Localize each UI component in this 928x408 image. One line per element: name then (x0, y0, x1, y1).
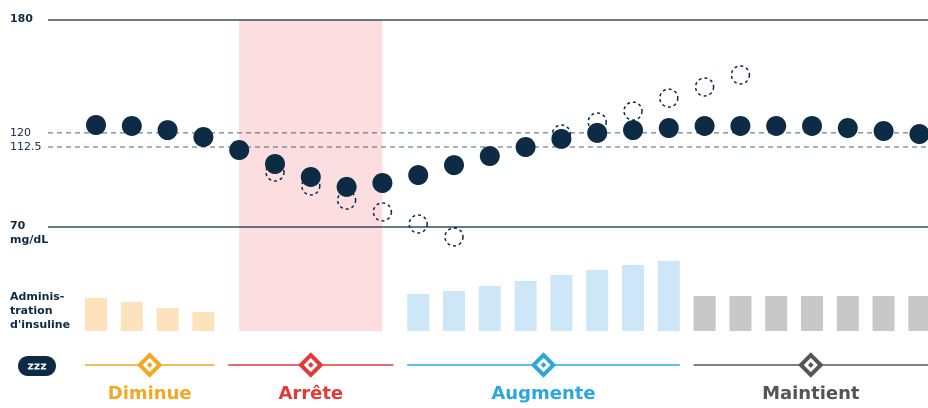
y-tick-label: 120 (10, 126, 31, 139)
predicted-point (730, 65, 751, 85)
insulin-bar (801, 296, 823, 331)
phase-label: Augmente (491, 383, 595, 404)
insulin-bar (514, 281, 537, 331)
glucose-point (157, 120, 178, 141)
insulin-bar (657, 261, 680, 331)
predicted-point (408, 214, 428, 234)
insulin-label: tration (10, 304, 53, 317)
predicted-point (623, 101, 643, 121)
predicted-point (587, 112, 607, 132)
glucose-point (265, 153, 285, 174)
phase-diamond-dot (540, 362, 547, 368)
phase-diamond-dot (307, 362, 314, 368)
insulin-bar (156, 308, 179, 331)
insulin-bar (729, 296, 752, 331)
phase-diamond-dot (807, 362, 814, 368)
glucose-point (658, 118, 679, 139)
glucose-point (766, 115, 787, 136)
predicted-point (694, 77, 715, 97)
glucose-point (372, 172, 393, 193)
insulin-bar (836, 296, 859, 331)
glucose-point (837, 118, 858, 139)
glucose-point (479, 146, 500, 167)
predicted-point (372, 202, 393, 222)
glucose-point (121, 115, 142, 136)
predicted-point (551, 124, 572, 144)
sleep-icon-bg (18, 356, 56, 376)
glucose-point (909, 124, 928, 145)
predicted-point (336, 190, 357, 210)
insulin-bar (407, 294, 430, 331)
insulin-bar (586, 270, 609, 331)
insulin-bar (693, 296, 716, 331)
y-unit: mg/dL (10, 233, 48, 246)
predicted-point (659, 88, 679, 108)
insulin-label: Adminis- (10, 290, 64, 303)
phase-label: Maintient (762, 383, 860, 404)
y-tick-label: 180 (10, 12, 33, 25)
glucose-point (551, 128, 572, 149)
phase-label: Diminue (108, 383, 192, 404)
insulin-bar (622, 265, 644, 331)
glucose-point (515, 137, 536, 158)
glucose-point (623, 120, 643, 141)
y-tick-label: 70 (10, 219, 26, 232)
predicted-point (265, 162, 285, 182)
insulin-bar (765, 296, 788, 331)
insulin-bar (443, 291, 465, 331)
insulin-bar (192, 312, 215, 331)
predicted-point (444, 227, 464, 247)
glucose-point (193, 127, 214, 148)
glucose-point (587, 122, 608, 143)
insulin-bar (908, 296, 928, 331)
glucose-point (86, 115, 106, 136)
glucose-point (444, 155, 464, 176)
phase-label: Arrête (278, 383, 343, 404)
insulin-bar (478, 286, 501, 331)
insulin-bar (120, 302, 143, 331)
insulin-bar (85, 298, 107, 331)
insulin-bar (872, 296, 895, 331)
insulin-bar (550, 275, 573, 331)
predicted-point (301, 176, 321, 196)
glucose-point (408, 165, 429, 186)
phase-diamond-dot (146, 362, 153, 368)
y-tick-label: 112.5 (10, 140, 42, 153)
sleep-icon: zzz (27, 360, 46, 373)
glucose-point (730, 115, 751, 136)
glucose-point (802, 115, 822, 136)
glucose-point (873, 121, 894, 142)
glucose-point (694, 115, 715, 136)
insulin-label: d'insuline (10, 318, 70, 331)
glucose-point (229, 140, 250, 161)
